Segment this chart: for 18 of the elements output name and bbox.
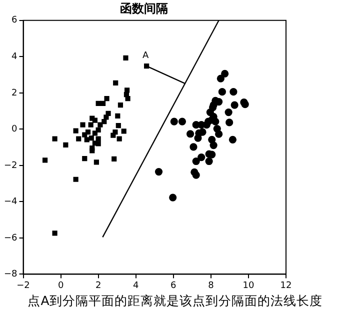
x-tick-label: 12 [280,280,292,291]
y-tick-label: −6 [4,233,18,244]
annotation: A [142,50,150,61]
y-tick-label: 2 [12,88,18,98]
y-tick-label: −4 [4,197,18,208]
text: 点A到分隔平面的距离就是该点到分隔面的法线长度 [26,293,324,310]
y-tick-label: −8 [4,270,18,280]
y-tick-label: 6 [12,16,18,26]
y-tick-label: 4 [12,52,18,62]
chart-title: 函数间隔 [120,1,168,16]
x-tick-label: 10 [242,280,254,291]
x-tick-label: 6 [170,280,177,291]
y-tick-label: −2 [4,160,18,171]
x-tick-label: 2 [95,280,102,291]
x-tick-label: 8 [208,280,214,291]
x-tick-label: 0 [58,280,64,291]
x-tick-label: 4 [133,280,139,291]
y-tick-label: 0 [12,124,18,135]
